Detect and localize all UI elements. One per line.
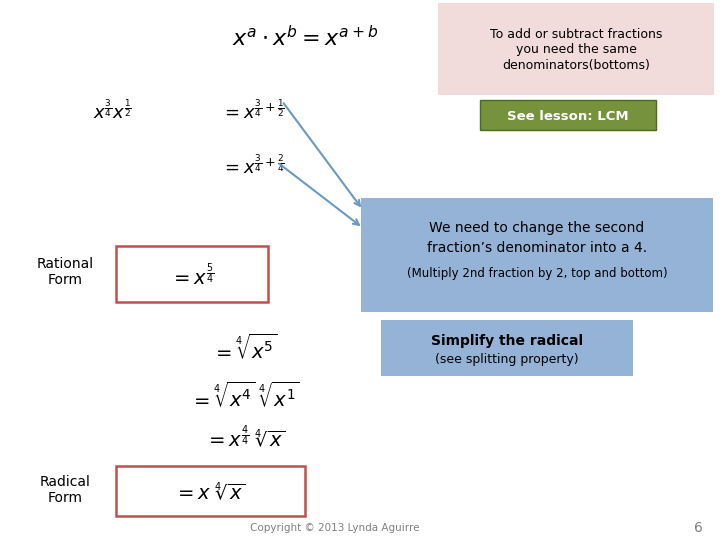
Text: 6: 6 (693, 521, 703, 535)
Text: fraction’s denominator into a 4.: fraction’s denominator into a 4. (427, 241, 647, 255)
Text: $x^{\frac{3}{4}} x^{\frac{1}{2}}$: $x^{\frac{3}{4}} x^{\frac{1}{2}}$ (93, 98, 131, 122)
FancyBboxPatch shape (438, 3, 714, 95)
FancyBboxPatch shape (480, 100, 656, 130)
Text: $x^{a} \cdot x^{b} = x^{a+b}$: $x^{a} \cdot x^{b} = x^{a+b}$ (232, 25, 378, 51)
Text: $= \sqrt[4]{x^{5}}$: $= \sqrt[4]{x^{5}}$ (212, 333, 278, 363)
FancyBboxPatch shape (381, 320, 633, 376)
Text: Rational
Form: Rational Form (37, 257, 94, 287)
FancyBboxPatch shape (116, 466, 305, 516)
Text: $= x^{\frac{3}{4}+\frac{2}{4}}$: $= x^{\frac{3}{4}+\frac{2}{4}}$ (221, 153, 285, 177)
Text: $= \sqrt[4]{x^{4}} \; \sqrt[4]{x^{1}}$: $= \sqrt[4]{x^{4}} \; \sqrt[4]{x^{1}}$ (190, 381, 300, 411)
Text: $= x \; \sqrt[4]{x}$: $= x \; \sqrt[4]{x}$ (174, 481, 246, 503)
FancyBboxPatch shape (116, 246, 268, 302)
Text: Copyright © 2013 Lynda Aguirre: Copyright © 2013 Lynda Aguirre (251, 523, 420, 533)
Text: $= x^{\frac{5}{4}}$: $= x^{\frac{5}{4}}$ (170, 263, 215, 289)
Text: Radical
Form: Radical Form (40, 475, 91, 505)
Text: $= x^{\frac{3}{4}+\frac{1}{2}}$: $= x^{\frac{3}{4}+\frac{1}{2}}$ (221, 98, 285, 122)
Text: (see splitting property): (see splitting property) (435, 354, 579, 367)
Text: To add or subtract fractions
you need the same
denominators(bottoms): To add or subtract fractions you need th… (490, 29, 662, 71)
Text: See lesson: LCM: See lesson: LCM (507, 110, 629, 123)
Text: (Multiply 2nd fraction by 2, top and bottom): (Multiply 2nd fraction by 2, top and bot… (407, 267, 667, 280)
Text: Simplify the radical: Simplify the radical (431, 334, 583, 348)
Text: We need to change the second: We need to change the second (429, 221, 644, 235)
Text: $= x^{\frac{4}{4}} \; \sqrt[4]{x}$: $= x^{\frac{4}{4}} \; \sqrt[4]{x}$ (204, 424, 285, 451)
FancyBboxPatch shape (361, 198, 713, 312)
